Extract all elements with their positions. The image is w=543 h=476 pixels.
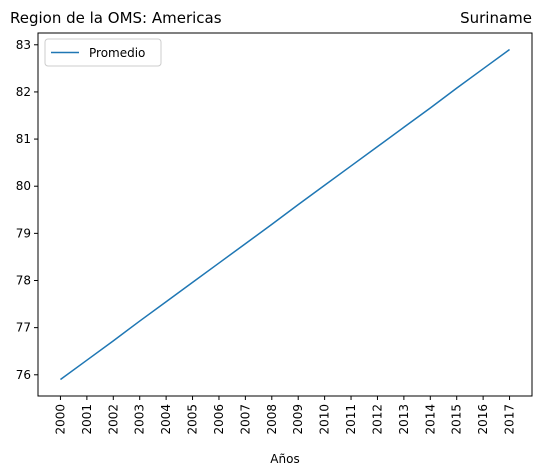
x-tick-label: 2010 [318,404,332,435]
y-tick-label: 81 [16,132,31,146]
chart-title-left: Region de la OMS: Americas [10,9,222,27]
y-tick-label: 80 [16,179,31,193]
x-axis: 2000 2001 2002 2003 2004 2005 2006 2007 2008 2009… [53,396,517,435]
x-tick-label: 2006 [212,404,226,435]
x-tick-label: 2009 [291,404,305,435]
x-tick-label: 2016 [476,404,490,435]
legend-label: Promedio [89,46,145,60]
x-tick-label: 2003 [133,404,147,435]
x-tick-label: 2000 [53,404,67,435]
y-tick-label: 76 [16,368,31,382]
x-axis-label: Años [270,452,299,466]
x-tick-label: 2012 [370,404,384,435]
plot-frame [37,32,533,397]
y-tick-label: 82 [16,85,31,99]
y-tick-label: 77 [16,321,31,335]
x-tick-label: 2013 [397,404,411,435]
x-tick-label: 2007 [238,404,252,435]
x-tick-label: 2005 [186,404,200,435]
x-tick-label: 2002 [106,404,120,435]
y-axis: 76 77 78 79 80 81 82 83 [16,38,38,382]
chart-title-right: Suriname [460,9,532,27]
y-tick-label: 78 [16,274,31,288]
legend: Promedio [44,38,162,67]
x-tick-label: 2015 [450,404,464,435]
series-line [60,48,510,381]
x-tick-label: 2001 [80,404,94,435]
legend-box [44,38,162,67]
y-tick-label: 83 [16,38,31,52]
series-layer [60,48,510,381]
x-tick-label: 2008 [265,404,279,435]
x-tick-label: 2004 [159,404,173,435]
x-tick-label: 2011 [344,404,358,435]
x-tick-label: 2014 [423,404,437,435]
x-tick-label: 2017 [503,404,517,435]
y-tick-label: 79 [16,226,31,240]
